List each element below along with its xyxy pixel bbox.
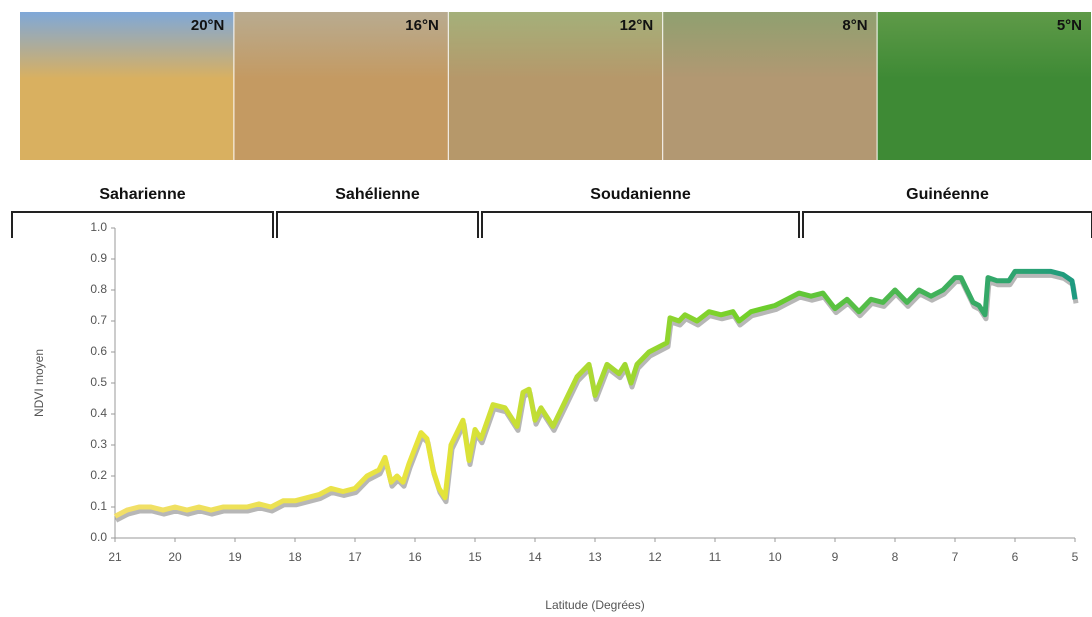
photo-caption: 20°N bbox=[191, 17, 225, 34]
y-tick-label: 0.4 bbox=[90, 406, 107, 420]
photo-caption: 12°N bbox=[620, 17, 654, 34]
x-tick-label: 19 bbox=[228, 550, 242, 564]
y-tick-label: 0.7 bbox=[90, 313, 107, 327]
photo bbox=[20, 12, 234, 160]
photo-caption: 5°N bbox=[1057, 17, 1082, 34]
x-axis-label: Latitude (Degrées) bbox=[545, 598, 644, 612]
x-tick-label: 8 bbox=[892, 550, 899, 564]
y-tick-label: 0.6 bbox=[90, 344, 107, 358]
zone-bracket bbox=[11, 211, 274, 238]
x-tick-label: 16 bbox=[408, 550, 422, 564]
x-tick-label: 5 bbox=[1072, 550, 1079, 564]
x-tick-label: 21 bbox=[108, 550, 122, 564]
photo-caption: 8°N bbox=[842, 17, 867, 34]
x-tick-label: 9 bbox=[832, 550, 839, 564]
y-tick-label: 0.9 bbox=[90, 251, 107, 265]
y-tick-label: 0.0 bbox=[90, 530, 107, 544]
zone-label: Sahélienne bbox=[335, 186, 420, 203]
photo-caption: 16°N bbox=[405, 17, 439, 34]
x-tick-label: 12 bbox=[648, 550, 662, 564]
y-axis-label: NDVI moyen bbox=[32, 349, 46, 417]
zone-label: Saharienne bbox=[99, 186, 185, 203]
zone-bracket bbox=[802, 211, 1092, 238]
y-tick-label: 0.8 bbox=[90, 282, 107, 296]
y-tick-label: 0.1 bbox=[90, 499, 107, 513]
x-tick-label: 6 bbox=[1012, 550, 1019, 564]
data-line bbox=[113, 268, 1078, 519]
y-tick-label: 1.0 bbox=[90, 220, 107, 234]
y-tick-label: 0.2 bbox=[90, 468, 107, 482]
photo bbox=[663, 12, 877, 160]
zone-bracket bbox=[276, 211, 479, 238]
photo bbox=[877, 12, 1091, 160]
x-tick-label: 11 bbox=[709, 550, 722, 564]
x-tick-label: 14 bbox=[528, 550, 542, 564]
photo bbox=[448, 12, 663, 160]
x-tick-label: 10 bbox=[768, 550, 782, 564]
zone-bracket bbox=[481, 211, 800, 238]
y-tick-label: 0.5 bbox=[90, 375, 107, 389]
line-shadow bbox=[114, 272, 1079, 523]
x-tick-label: 18 bbox=[288, 550, 302, 564]
x-tick-label: 13 bbox=[588, 550, 602, 564]
x-tick-label: 17 bbox=[348, 550, 362, 564]
y-tick-label: 0.3 bbox=[90, 437, 107, 451]
photo bbox=[234, 12, 448, 160]
x-tick-label: 7 bbox=[952, 550, 959, 564]
x-tick-label: 15 bbox=[468, 550, 482, 564]
zone-label: Soudanienne bbox=[590, 186, 691, 203]
x-tick-label: 20 bbox=[168, 550, 182, 564]
zone-label: Guinéenne bbox=[906, 186, 989, 203]
